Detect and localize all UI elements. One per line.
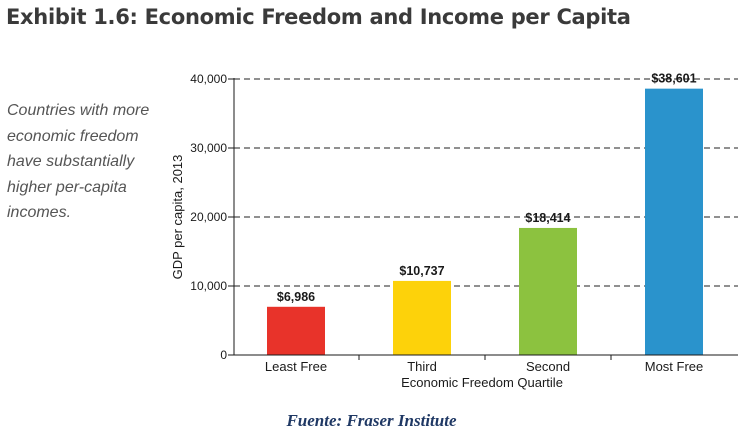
x-tick-label: Least Free [265, 359, 327, 374]
bar [393, 280, 451, 355]
bar [645, 88, 703, 355]
bar-value-label: $18,414 [525, 211, 570, 225]
x-tick-label: Second [526, 359, 570, 374]
bars [267, 88, 703, 355]
y-tick-label: 30,000 [190, 141, 227, 155]
y-tick-label: 20,000 [190, 210, 227, 224]
y-tick-label: 10,000 [190, 279, 227, 293]
x-tick-label: Most Free [645, 359, 704, 374]
y-tick-label: 0 [220, 348, 227, 362]
bar [267, 306, 325, 355]
x-axis-label: Economic Freedom Quartile [401, 375, 563, 390]
source-note: Fuente: Fraser Institute [286, 411, 457, 430]
y-axis-label: GDP per capita, 2013 [170, 155, 185, 280]
side-note: Countries with more economic freedom hav… [7, 102, 150, 221]
bar [519, 227, 577, 355]
value-labels: $6,986 $10,737 $18,414 $38,601 [277, 72, 697, 304]
y-tick-label: 40,000 [190, 72, 227, 86]
y-axis-ticks: 0 10,000 20,000 30,000 40,000 [190, 72, 234, 362]
bar-value-label: $6,986 [277, 290, 315, 304]
bar-value-label: $10,737 [399, 264, 444, 278]
chart-title: Exhibit 1.6: Economic Freedom and Income… [6, 5, 631, 29]
x-axis-ticks: Least Free Third Second Most Free [265, 355, 703, 374]
bar-value-label: $38,601 [651, 72, 696, 86]
x-tick-label: Third [407, 359, 437, 374]
